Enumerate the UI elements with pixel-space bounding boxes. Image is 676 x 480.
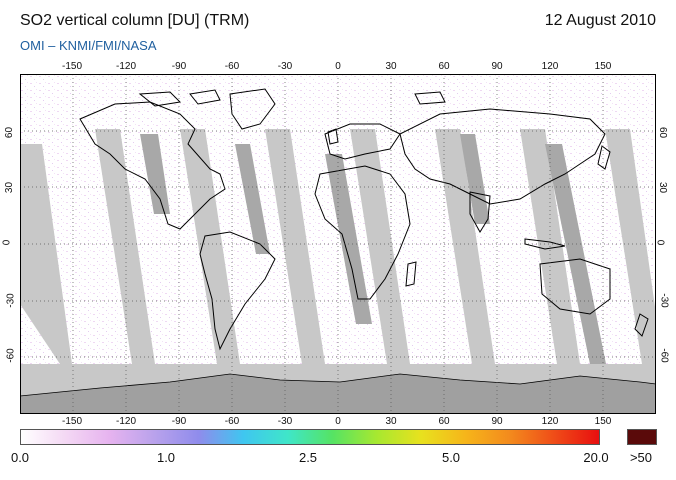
world-map (20, 74, 656, 414)
lon-tick-top: 150 (594, 61, 612, 72)
lon-tick-bottom: -90 (171, 416, 187, 427)
lon-tick-top: 0 (335, 61, 341, 72)
lat-tick-right: 60 (657, 126, 669, 139)
lon-tick-bottom: 60 (438, 416, 450, 427)
colorbar-label: 0.0 (10, 450, 30, 465)
lon-tick-bottom: -150 (61, 416, 83, 427)
lon-tick-top: 60 (438, 61, 450, 72)
lat-tick-right: 30 (657, 181, 669, 194)
lon-tick-bottom: -60 (224, 416, 240, 427)
lat-tick-left: 60 (4, 126, 16, 139)
colorbar-label: 2.5 (298, 450, 318, 465)
colorbar-max-swatch (627, 429, 657, 445)
lat-tick-left: 30 (4, 181, 16, 194)
lon-tick-bottom: 120 (541, 416, 559, 427)
lat-tick-right: -30 (658, 293, 670, 308)
map-canvas (20, 74, 656, 414)
lon-tick-top: -60 (224, 61, 240, 72)
lon-tick-bottom: 30 (385, 416, 397, 427)
lon-tick-bottom: 150 (594, 416, 612, 427)
continent-outlines (79, 88, 649, 351)
data-credit: OMI – KNMI/FMI/NASA (20, 38, 157, 53)
map-frame (20, 74, 656, 414)
lon-tick-top: 30 (385, 61, 397, 72)
lat-tick-left: 0 (1, 239, 13, 246)
map-date: 12 August 2010 (544, 12, 656, 29)
lon-tick-top: -30 (277, 61, 293, 72)
colorbar-label: 5.0 (441, 450, 461, 465)
graticule (20, 74, 656, 414)
lat-tick-right: -60 (658, 348, 670, 363)
map-title: SO2 vertical column [DU] (TRM) (20, 12, 250, 29)
lon-tick-bottom: -120 (115, 416, 137, 427)
colorbar-label: 1.0 (156, 450, 176, 465)
lat-tick-left: -30 (5, 293, 17, 308)
lon-tick-top: -90 (171, 61, 187, 72)
swath-gaps (20, 129, 656, 364)
lat-tick-left: -60 (5, 348, 17, 363)
lon-tick-bottom: 0 (335, 416, 341, 427)
lon-tick-bottom: -30 (277, 416, 293, 427)
colorbar-label: 20.0 (583, 450, 609, 465)
lon-tick-top: -120 (115, 61, 137, 72)
lon-tick-top: -150 (61, 61, 83, 72)
lon-tick-top: 120 (541, 61, 559, 72)
colorbar-max-label: >50 (629, 450, 653, 465)
colorbar-gradient (20, 429, 600, 445)
lon-tick-bottom: 90 (491, 416, 503, 427)
lon-tick-top: 90 (491, 61, 503, 72)
